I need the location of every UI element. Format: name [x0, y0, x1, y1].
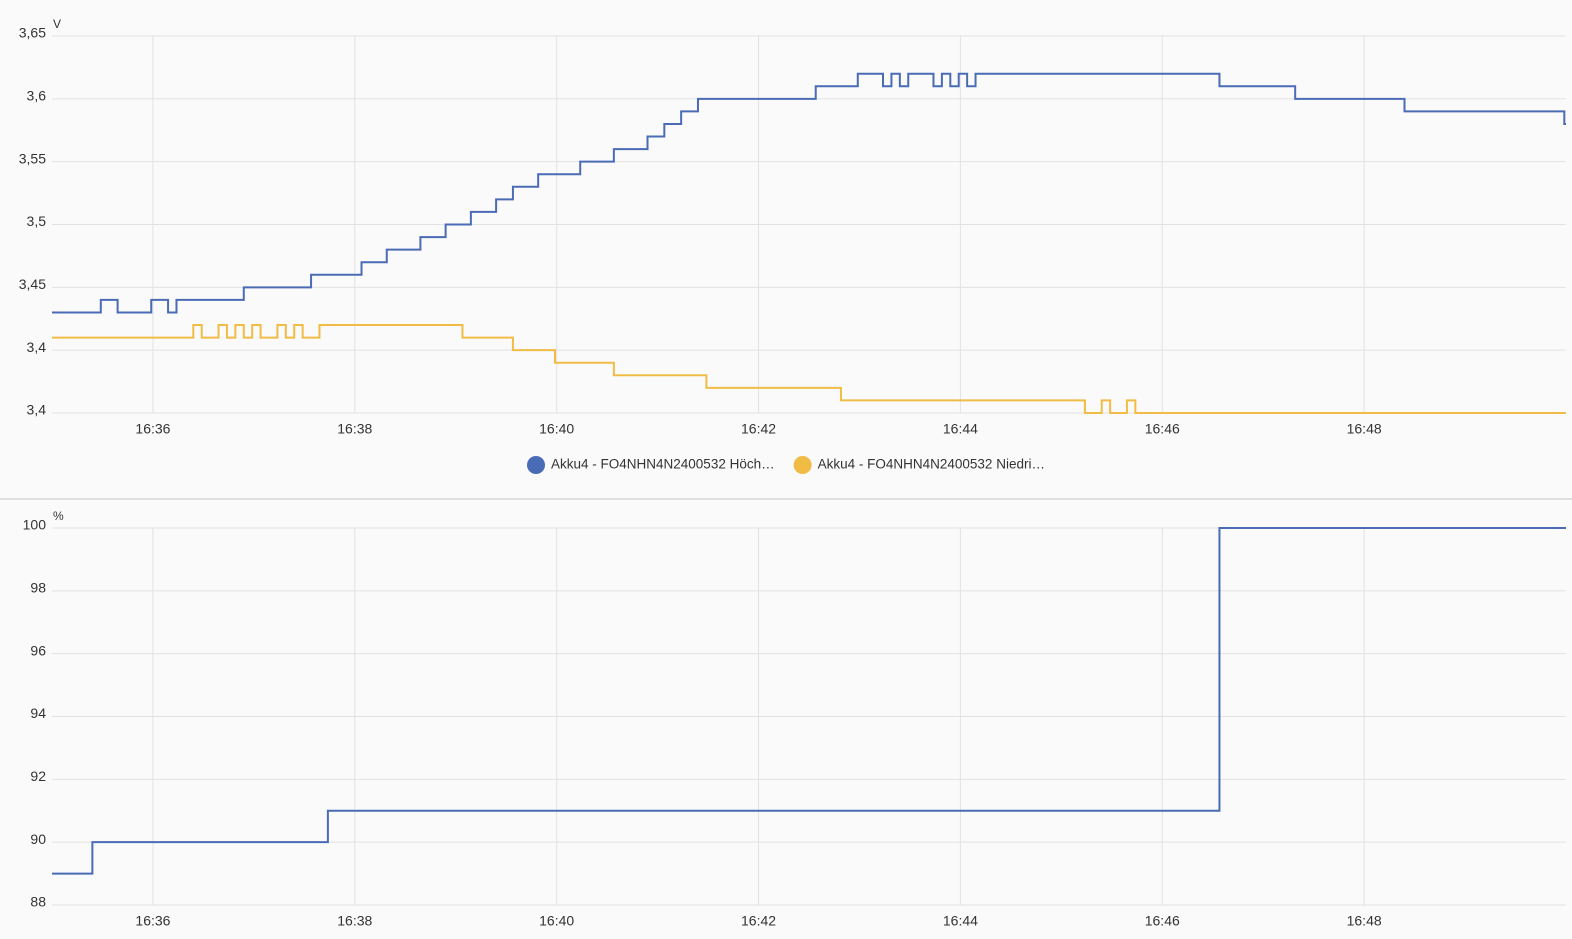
series-line — [52, 324, 1566, 414]
x-tick-label: 16:42 — [741, 421, 776, 437]
x-tick-label: 16:44 — [943, 913, 978, 929]
y-tick-label: 100 — [23, 517, 47, 533]
y-unit: % — [53, 509, 64, 523]
series-line — [52, 527, 1566, 875]
x-tick-label: 16:48 — [1347, 421, 1382, 437]
y-tick-label: 88 — [30, 894, 46, 910]
y-tick-label: 3,55 — [19, 150, 46, 166]
legend-swatch — [527, 456, 545, 474]
legend-swatch — [793, 456, 812, 474]
legend-label: Akku4 - FO4NHN4N2400532 Niedri… — [818, 457, 1045, 472]
y-tick-label: 3,5 — [27, 213, 47, 229]
y-tick-label: 3,6 — [27, 88, 47, 104]
x-tick-label: 16:40 — [539, 913, 574, 929]
y-tick-label: 3,4 — [27, 339, 47, 355]
x-tick-label: 16:42 — [741, 913, 776, 929]
x-tick-label: 16:40 — [539, 421, 574, 437]
x-tick-label: 16:46 — [1145, 421, 1180, 437]
y-tick-label: 98 — [30, 580, 46, 596]
y-tick-label: 90 — [30, 831, 46, 847]
y-tick-label: 92 — [30, 768, 46, 784]
x-tick-label: 16:38 — [337, 913, 372, 929]
legend-label: Akku4 - FO4NHN4N2400532 Höch… — [551, 457, 775, 472]
y-tick-label: 94 — [30, 705, 46, 721]
x-tick-label: 16:38 — [337, 421, 372, 437]
y-tick-label: 3,65 — [19, 25, 46, 41]
x-tick-label: 16:44 — [943, 421, 978, 437]
x-tick-label: 16:36 — [135, 421, 170, 437]
y-tick-label: 96 — [30, 642, 46, 658]
x-tick-label: 16:48 — [1347, 913, 1382, 929]
y-tick-label: 3,45 — [19, 276, 46, 292]
y-unit: V — [53, 17, 61, 31]
y-tick-label: 3,4 — [27, 402, 47, 418]
x-tick-label: 16:36 — [135, 913, 170, 929]
series-line — [52, 72, 1566, 314]
x-tick-label: 16:46 — [1145, 913, 1180, 929]
